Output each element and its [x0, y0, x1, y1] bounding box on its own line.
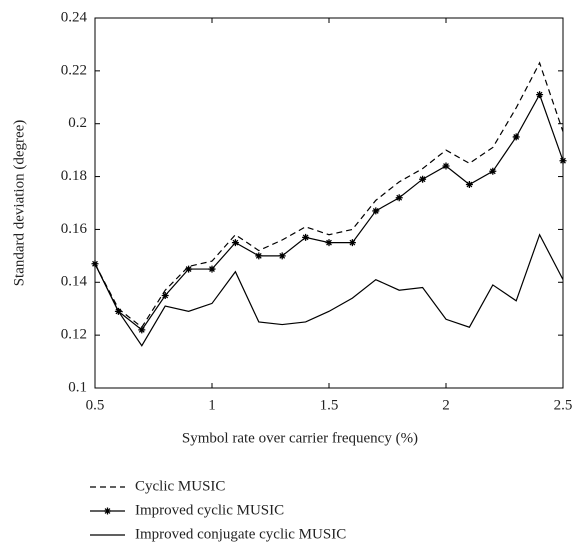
series-marker	[372, 207, 380, 215]
legend-marker	[104, 507, 111, 515]
y-tick-label: 0.14	[61, 274, 88, 290]
series-line	[94, 233, 564, 347]
series-marker	[255, 252, 263, 260]
series-marker	[278, 252, 286, 260]
y-tick-label: 0.18	[61, 168, 87, 184]
series-marker	[302, 233, 310, 241]
series-marker	[489, 167, 497, 175]
series-line	[94, 61, 564, 329]
series-marker	[395, 194, 403, 202]
legend-label: Improved conjugate cyclic MUSIC	[135, 526, 346, 542]
series-marker	[419, 175, 427, 183]
x-tick-label: 2.5	[554, 397, 573, 413]
series-marker	[559, 157, 567, 165]
series-marker	[465, 181, 473, 188]
series-marker	[208, 265, 216, 273]
y-tick-label: 0.24	[61, 9, 88, 25]
series-marker	[185, 265, 193, 273]
series-marker	[231, 239, 239, 247]
series-marker	[536, 91, 544, 99]
y-tick-label: 0.12	[61, 327, 87, 343]
series-marker	[325, 239, 333, 247]
series-marker	[442, 162, 450, 170]
x-tick-label: 1.5	[320, 397, 339, 413]
plot-frame	[94, 17, 564, 389]
y-tick-label: 0.1	[68, 379, 87, 395]
legend-label: Improved cyclic MUSIC	[135, 502, 284, 518]
x-tick-label: 2	[442, 397, 450, 413]
series-marker	[512, 133, 520, 141]
x-tick-label: 0.5	[86, 397, 105, 413]
y-tick-label: 0.16	[61, 221, 88, 237]
series-marker	[348, 239, 356, 247]
y-axis-label: Standard deviation (degree)	[11, 120, 27, 287]
legend-label: Cyclic MUSIC	[135, 478, 225, 494]
y-tick-label: 0.22	[61, 62, 87, 78]
y-tick-label: 0.2	[68, 115, 87, 131]
x-axis-label: Symbol rate over carrier frequency (%)	[182, 430, 418, 446]
series-marker	[138, 326, 146, 334]
series-marker	[161, 292, 169, 299]
x-tick-label: 1	[208, 397, 216, 413]
